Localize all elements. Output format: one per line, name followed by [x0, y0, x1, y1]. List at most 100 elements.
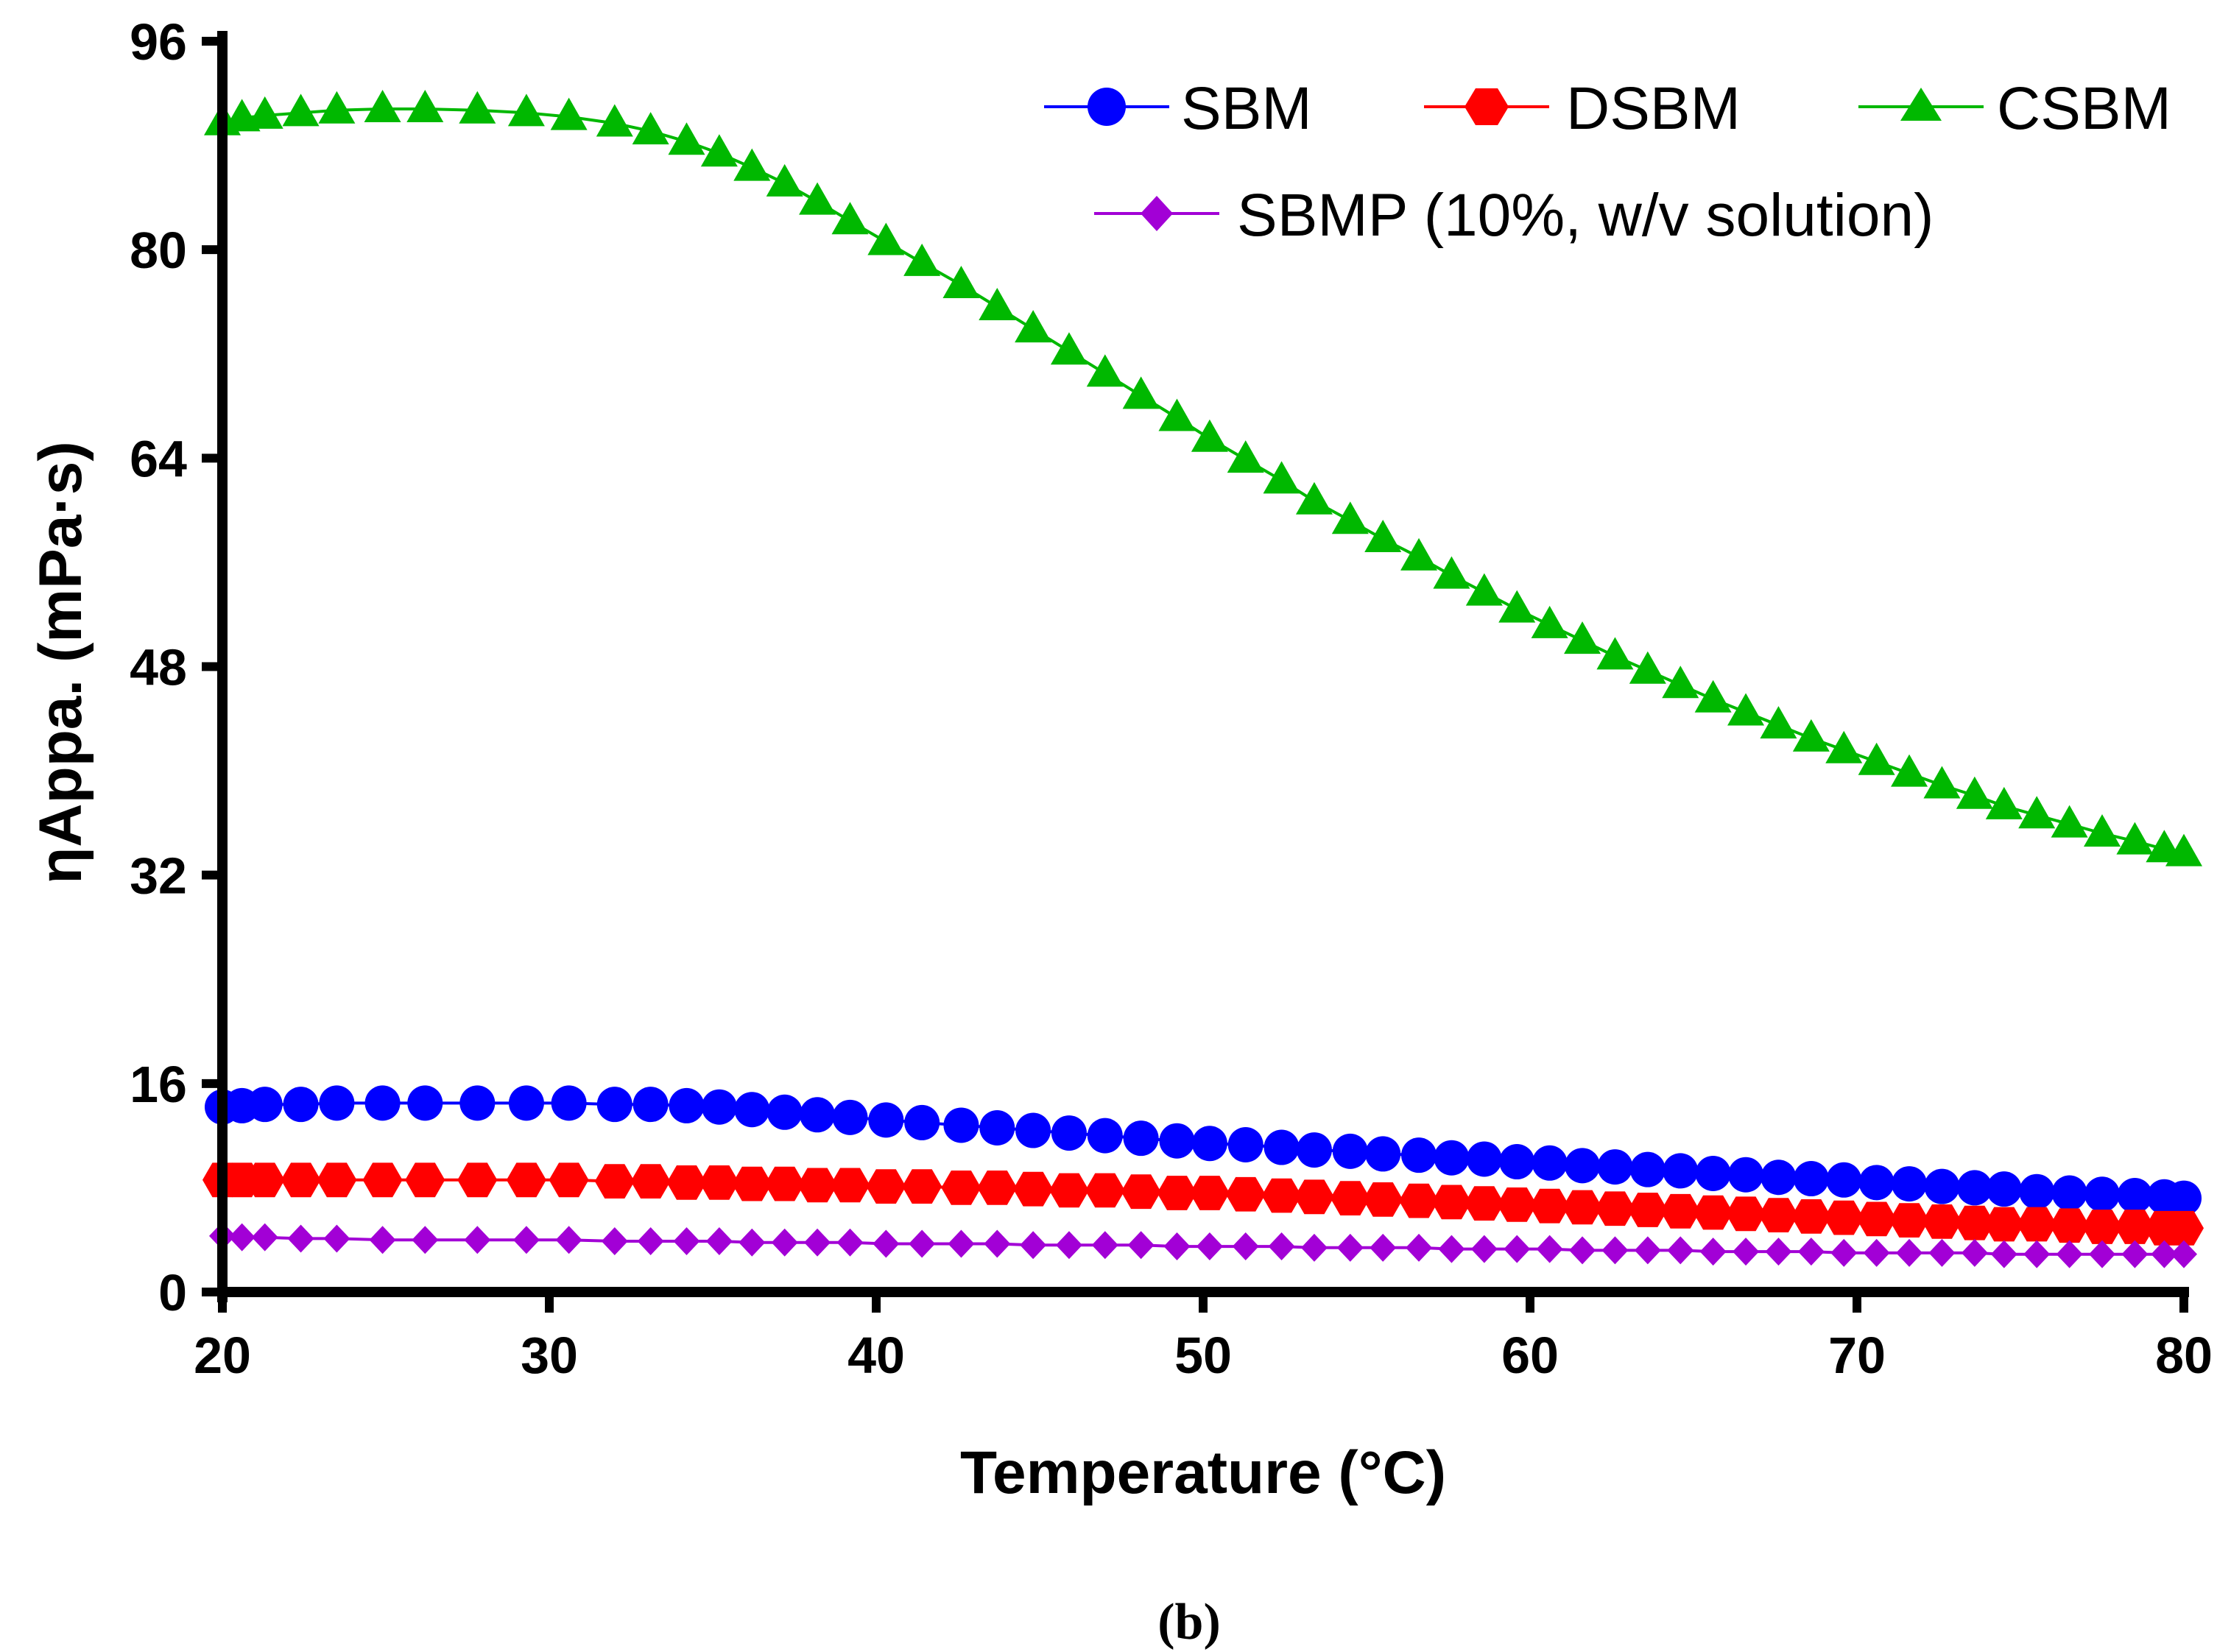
point-sbmp: [1091, 1231, 1118, 1260]
point-dsbm: [1013, 1171, 1054, 1207]
point-dsbm: [1261, 1178, 1302, 1213]
point-csbm: [1465, 573, 1503, 606]
point-sbm: [1015, 1112, 1051, 1148]
point-sbm: [1956, 1170, 1992, 1206]
point-sbmp: [1601, 1236, 1629, 1265]
series-sbm: [205, 1085, 2202, 1216]
point-sbm: [1532, 1145, 1568, 1181]
point-sbmp: [1928, 1238, 1956, 1267]
point-sbm: [1892, 1166, 1928, 1202]
point-sbmp: [1370, 1233, 1397, 1262]
point-csbm: [1662, 666, 1699, 699]
point-dsbm: [977, 1171, 1018, 1205]
point-dsbm: [549, 1162, 589, 1198]
point-csbm: [507, 93, 545, 127]
point-dsbm: [2164, 1210, 2204, 1246]
point-dsbm: [2017, 1207, 2057, 1242]
point-csbm: [632, 112, 669, 145]
point-sbm: [364, 1085, 401, 1121]
point-dsbm: [317, 1162, 357, 1198]
series-csbm: [204, 90, 2202, 866]
point-sbm: [1761, 1159, 1797, 1196]
point-sbm: [1466, 1141, 1502, 1177]
point-sbmp: [1896, 1238, 1923, 1267]
point-sbmp: [1699, 1238, 1727, 1266]
point-dsbm: [2115, 1210, 2155, 1244]
point-csbm: [1295, 481, 1333, 515]
point-sbmp: [673, 1226, 700, 1255]
point-sbmp: [984, 1229, 1011, 1258]
point-csbm: [2018, 796, 2056, 829]
point-sbm: [247, 1087, 283, 1123]
y-axis-title: ηAppa. (mPa·s): [27, 441, 94, 883]
point-sbm: [1826, 1162, 1862, 1198]
point-dsbm: [1157, 1176, 1197, 1210]
point-sbmp: [1536, 1235, 1563, 1263]
point-csbm: [766, 163, 803, 197]
point-sbm: [2019, 1173, 2055, 1210]
point-csbm: [700, 134, 738, 167]
point-sbmp: [739, 1228, 766, 1257]
point-dsbm: [1954, 1205, 1995, 1240]
point-csbm: [406, 90, 444, 123]
point-sbm: [1728, 1157, 1764, 1193]
point-dsbm: [244, 1162, 285, 1198]
point-csbm: [942, 265, 980, 298]
point-csbm: [2084, 814, 2121, 847]
point-csbm: [1227, 440, 1264, 473]
point-dsbm: [1922, 1204, 1962, 1239]
point-dsbm: [1330, 1181, 1370, 1215]
point-sbmp: [1268, 1232, 1295, 1261]
point-dsbm: [1294, 1179, 1334, 1215]
point-csbm: [903, 243, 941, 276]
point-sbm: [1663, 1153, 1699, 1189]
figure-caption: (b): [1157, 1594, 1221, 1651]
point-dsbm: [941, 1171, 981, 1205]
point-sbm: [1051, 1115, 1087, 1151]
point-csbm: [1825, 730, 1863, 763]
point-csbm: [1956, 776, 1993, 809]
legend-item-sbm: SBM: [1044, 75, 1312, 142]
point-sbm: [1332, 1133, 1368, 1169]
point-csbm: [1158, 398, 1196, 431]
y-tick-label: 16: [130, 1056, 187, 1113]
point-sbmp: [873, 1229, 900, 1258]
point-dsbm: [1984, 1207, 2024, 1242]
point-csbm: [364, 90, 401, 123]
x-tick-label: 20: [194, 1327, 251, 1384]
point-sbmp: [804, 1228, 831, 1257]
y-tick-label: 32: [130, 847, 187, 905]
point-dsbm: [666, 1165, 707, 1200]
point-sbmp: [2151, 1240, 2178, 1268]
legend-label: SBMP (10%, w/v solution): [1237, 182, 1934, 249]
legend-marker-triangle: [1900, 88, 1942, 121]
point-dsbm: [732, 1166, 772, 1201]
point-dsbm: [362, 1162, 403, 1198]
point-dsbm: [1189, 1176, 1230, 1210]
point-sbmp: [2023, 1240, 2051, 1268]
point-dsbm: [2082, 1210, 2122, 1244]
point-dsbm: [1049, 1173, 1089, 1208]
point-csbm: [2116, 822, 2154, 855]
point-sbm: [800, 1097, 836, 1133]
legend-item-csbm: CSBM: [1858, 75, 2171, 142]
point-sbm: [1924, 1168, 1960, 1204]
point-csbm: [1564, 621, 1601, 654]
point-sbmp: [909, 1229, 936, 1258]
point-sbmp: [1438, 1235, 1465, 1263]
point-dsbm: [1464, 1186, 1504, 1221]
point-csbm: [1191, 419, 1228, 452]
point-csbm: [867, 222, 905, 255]
point-dsbm: [1431, 1185, 1472, 1220]
point-sbmp: [1863, 1238, 1890, 1267]
x-axis-title: Temperature (°C): [960, 1439, 1446, 1506]
x-tick-label: 30: [521, 1327, 578, 1384]
y-tick-label: 80: [130, 222, 187, 279]
point-dsbm: [699, 1165, 739, 1200]
point-sbmp: [1055, 1231, 1082, 1260]
point-csbm: [1400, 537, 1438, 571]
point-sbmp: [555, 1226, 582, 1254]
point-csbm: [831, 202, 869, 235]
point-sbmp: [1470, 1235, 1498, 1263]
